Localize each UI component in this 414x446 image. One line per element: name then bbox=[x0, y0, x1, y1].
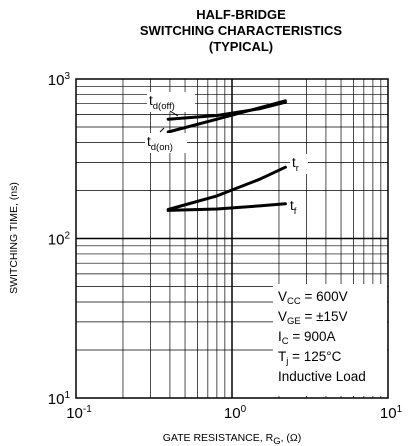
series-line-r bbox=[166, 165, 287, 211]
series-label-bg bbox=[145, 133, 187, 153]
tick-labels: 10-1 100 101 101 102 103 bbox=[48, 71, 403, 422]
condition-line: Inductive Load bbox=[278, 369, 366, 384]
chart-title-line-2: SWITCHING CHARACTERISTICS bbox=[140, 23, 343, 38]
condition-line: VCC = 600V bbox=[278, 289, 348, 307]
series-label-bg bbox=[147, 92, 195, 112]
test-conditions: VCC = 600V VGE = ±15V IC = 900A Tj = 125°C I… bbox=[278, 289, 366, 384]
chart-title-line-3: (TYPICAL) bbox=[209, 39, 273, 54]
y-tick-label: 102 bbox=[48, 231, 71, 249]
label-leader-line bbox=[169, 110, 179, 117]
series-label-bg bbox=[288, 197, 306, 217]
series-label-r: tr bbox=[292, 155, 299, 174]
y-tick-label: 101 bbox=[48, 390, 71, 408]
series-line-f bbox=[166, 202, 287, 212]
x-tick-label: 10-1 bbox=[66, 404, 92, 422]
series-line-d(on) bbox=[166, 99, 287, 134]
data-series bbox=[166, 99, 287, 212]
series-label-f: tf bbox=[290, 198, 297, 217]
y-axis-label: SWITCHING TIME, (ns) bbox=[8, 182, 20, 294]
condition-line: Tj = 125°C bbox=[278, 349, 342, 367]
x-tick-label: 101 bbox=[380, 404, 403, 422]
condition-line: VGE = ±15V bbox=[278, 309, 348, 327]
x-tick-label: 100 bbox=[224, 404, 247, 422]
y-tick-label: 103 bbox=[48, 71, 71, 89]
series-label-d(off): td(off) bbox=[149, 93, 175, 112]
series-labels: td(off) td(on) tr tf bbox=[145, 92, 308, 217]
chart-title-line-1: HALF-BRIDGE bbox=[196, 7, 286, 22]
x-axis-label: GATE RESISTANCE, RG, (Ω) bbox=[163, 432, 302, 446]
condition-line: IC = 900A bbox=[278, 329, 336, 347]
series-label-bg bbox=[290, 154, 308, 174]
conditions-box-bg bbox=[273, 284, 387, 396]
label-leader-line bbox=[159, 127, 165, 133]
plot-frame bbox=[75, 78, 389, 399]
series-label-d(on): td(on) bbox=[147, 134, 173, 153]
